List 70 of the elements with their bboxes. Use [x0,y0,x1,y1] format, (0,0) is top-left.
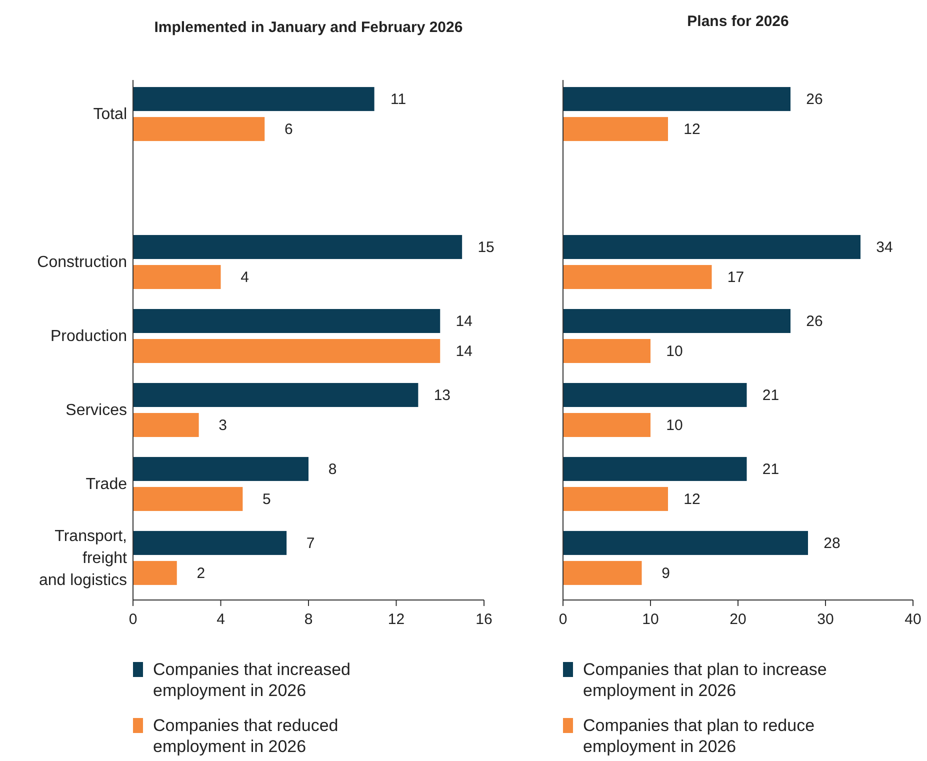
bar [133,309,440,333]
x-tick-label: 10 [642,611,659,628]
x-tick-label: 20 [730,611,746,628]
x-tick-label: 4 [216,611,225,628]
bar [133,486,243,511]
bar [133,382,418,407]
legend-label: Companies that reduced employment in 2026 [153,716,338,756]
bar [563,235,860,260]
data-label: 10 [666,343,683,360]
x-tick-label: 0 [128,611,138,628]
bar [563,382,747,407]
data-label: 34 [876,239,893,256]
data-label: 11 [390,91,406,108]
data-label: 21 [762,386,780,404]
y-tick-label: Transport, freight and logistics [38,528,128,589]
bar [563,456,747,481]
bar [563,265,712,290]
data-label: 15 [478,239,494,256]
chart-title: Implemented in January and February 2026 [154,19,463,36]
bar [563,560,642,585]
data-label: 5 [262,490,271,508]
bar [133,412,199,437]
bar [563,339,650,363]
x-tick-label: 30 [817,611,834,628]
bar [563,412,650,437]
data-label: 9 [662,564,670,582]
y-tick-label: Production [50,328,127,345]
data-label: 10 [666,416,683,434]
x-tick-label: 8 [304,611,313,628]
legend-label: Companies that increased employment in 2026 [153,660,351,700]
x-tick-label: 40 [904,611,922,628]
bar [563,117,668,142]
data-label: 14 [456,313,472,330]
y-tick-label: Trade [86,476,128,493]
y-tick-label: Total [93,106,127,124]
data-label: 28 [824,534,840,552]
y-tick-label: Construction [37,254,127,272]
legend-label: Companies that plan to reduce employment in 2026 [583,716,815,756]
x-tick-label: 12 [388,611,405,628]
x-tick-label: 16 [476,611,492,628]
bar [133,87,374,112]
data-label: 7 [306,534,315,552]
data-label: 17 [727,269,744,286]
data-label: 26 [806,313,823,330]
bar [133,560,177,585]
legend-label: Companies that plan to increase employment in 2026 [583,660,827,700]
data-label: 2 [196,564,206,582]
data-label: 4 [240,269,249,286]
bar [563,530,808,555]
data-label: 12 [684,490,700,508]
bar [133,339,440,363]
data-label: 12 [684,121,700,138]
bar [133,265,221,290]
chart-title: Plans for 2026 [687,13,789,30]
data-label: 3 [218,416,227,434]
data-label: 13 [434,386,451,404]
data-label: 8 [328,460,337,478]
data-label: 26 [806,91,823,108]
y-tick-label: Services [66,402,127,419]
bar [133,456,308,481]
data-label: 21 [762,460,780,478]
bar [133,530,287,555]
data-label: 14 [456,343,472,360]
bar [563,309,790,333]
data-label: 6 [284,121,293,138]
bar [563,87,790,112]
bar [133,235,462,260]
bar [133,117,265,142]
x-tick-label: 0 [558,611,568,628]
bar [563,486,668,511]
